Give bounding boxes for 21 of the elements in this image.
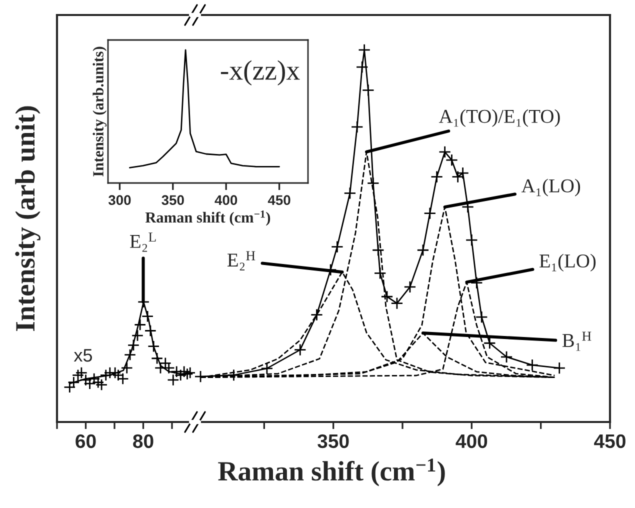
y-axis-title: Intensity (arb unit) bbox=[15, 106, 40, 331]
annotation: A₁(TO)/E₁(TO) bbox=[438, 109, 560, 127]
annotation: B₁$^{H}$ bbox=[562, 332, 592, 351]
x-tick-label: 350 bbox=[318, 434, 349, 448]
x-tick-label: 350 bbox=[162, 195, 184, 206]
annotation: A₁(LO) bbox=[521, 178, 580, 196]
x-tick-label: 60 bbox=[76, 434, 96, 448]
x-tick-label: 80 bbox=[133, 434, 154, 448]
x-tick-label: 400 bbox=[214, 195, 238, 206]
y-axis-title: Intensity (arb.units) bbox=[92, 46, 107, 176]
annotation: E₁(LO) bbox=[539, 254, 596, 272]
annotation: E₂$^{L}$ bbox=[130, 232, 156, 252]
x-axis-title: Raman shift (cm$^{−1}$) bbox=[145, 210, 270, 226]
annotation: E₂$^{H}$ bbox=[227, 251, 256, 270]
x-axis-title: Raman shift (cm$^{−1}$) bbox=[218, 458, 445, 486]
x-tick-label: 400 bbox=[456, 434, 488, 448]
x-tick-label: 300 bbox=[108, 195, 131, 206]
x-tick-label: 450 bbox=[594, 434, 626, 448]
annotation: -x(zz)x bbox=[220, 60, 300, 86]
annotation: x5 bbox=[74, 349, 92, 362]
x-tick-label: 450 bbox=[268, 195, 290, 206]
